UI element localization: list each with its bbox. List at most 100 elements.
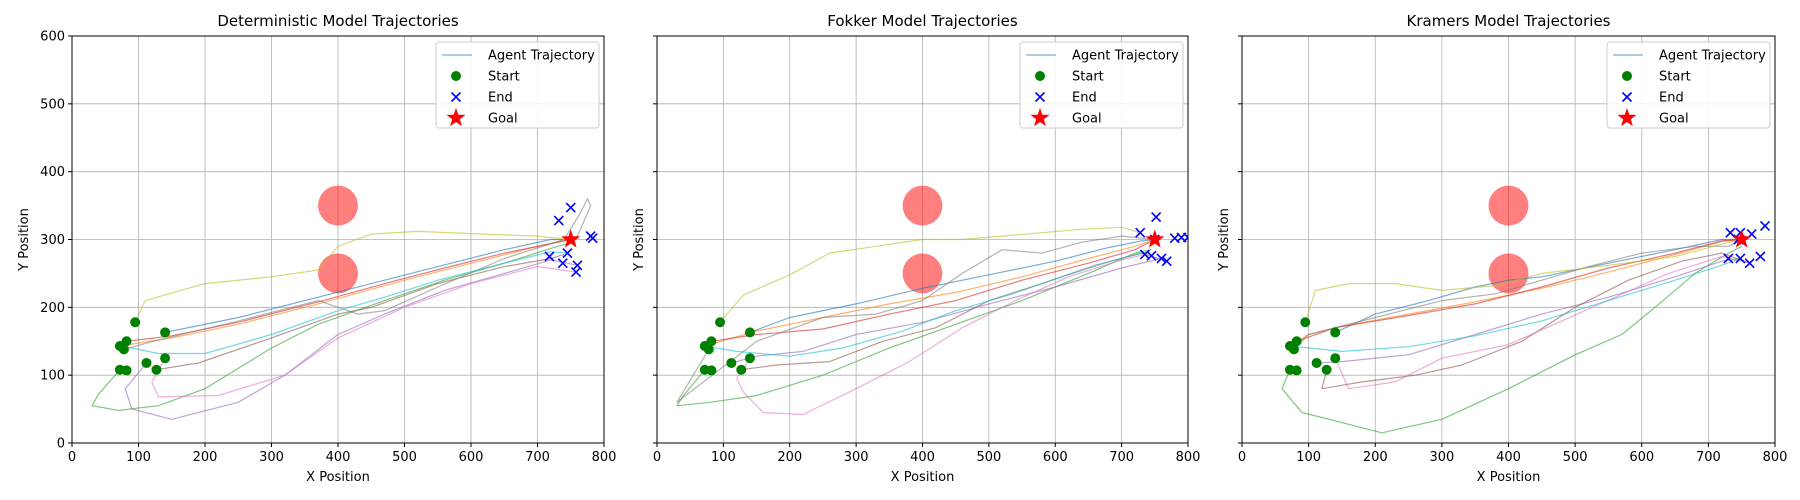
end-point bbox=[1135, 227, 1146, 238]
obstacle-circle bbox=[902, 185, 943, 226]
agent-trajectory-line bbox=[1334, 255, 1750, 390]
y-tick-label: 500 bbox=[40, 97, 65, 112]
start-point bbox=[706, 336, 717, 347]
end-point-stroke bbox=[1169, 233, 1180, 244]
agent-trajectory-line bbox=[711, 238, 1156, 342]
start-point bbox=[151, 364, 162, 375]
end-point-stroke bbox=[1759, 220, 1771, 231]
end-point-stroke bbox=[1182, 232, 1188, 239]
agent-trajectory-line bbox=[1293, 238, 1742, 350]
x-tick-label: 700 bbox=[1696, 450, 1721, 465]
end-point-stroke bbox=[544, 251, 555, 262]
end-point-stroke bbox=[1755, 251, 1766, 262]
legend-start-swatch bbox=[1035, 71, 1045, 81]
x-axis-label: X Position bbox=[891, 470, 955, 485]
end-point-stroke bbox=[1735, 227, 1746, 238]
start-point bbox=[141, 357, 152, 368]
end-point-stroke bbox=[585, 231, 596, 242]
x-tick-label: 700 bbox=[1109, 450, 1134, 465]
y-axis-label: Y Position bbox=[632, 208, 647, 272]
agent-trajectory-line bbox=[1289, 257, 1741, 352]
legend: Agent Trajectory Start End Goal bbox=[435, 41, 600, 129]
end-point-stroke bbox=[562, 248, 573, 259]
legend-entry-label: Start bbox=[488, 70, 520, 85]
legend-entry-label: End bbox=[1659, 91, 1684, 106]
legend-box bbox=[1019, 41, 1184, 129]
end-point-stroke bbox=[1725, 227, 1736, 238]
legend: Agent Trajectory Start End Goal bbox=[1606, 41, 1771, 129]
agent-trajectory-line bbox=[735, 253, 1146, 416]
start-point bbox=[715, 317, 726, 328]
agent-trajectory-line bbox=[731, 257, 1162, 364]
legend-entry-label: Agent Trajectory bbox=[1072, 49, 1179, 64]
end-point bbox=[1146, 250, 1157, 261]
legend-entry-label: End bbox=[1072, 91, 1097, 106]
goal-star bbox=[1732, 229, 1752, 248]
x-tick-label: 600 bbox=[1043, 450, 1068, 465]
y-tick-label: 0 bbox=[57, 437, 65, 452]
chart-title: Fokker Model Trajectories bbox=[827, 12, 1018, 30]
end-point-stroke bbox=[557, 258, 568, 269]
x-axis-label: X Position bbox=[306, 470, 370, 485]
start-point bbox=[121, 336, 132, 347]
legend-entry-label: Start bbox=[1659, 70, 1691, 85]
start-point bbox=[160, 353, 171, 364]
y-tick-label: 200 bbox=[40, 301, 65, 316]
agent-trajectory-line bbox=[123, 198, 592, 350]
start-point bbox=[1330, 353, 1341, 364]
end-point-stroke bbox=[1744, 258, 1755, 269]
legend-entry-label: Goal bbox=[1072, 112, 1102, 127]
legend-end-swatch bbox=[1034, 91, 1046, 103]
x-tick-label: 500 bbox=[392, 450, 417, 465]
end-point bbox=[585, 231, 596, 242]
start-point bbox=[706, 365, 717, 376]
x-tick-label: 400 bbox=[326, 450, 351, 465]
obstacle-circle bbox=[902, 253, 943, 294]
x-tick-label: 300 bbox=[844, 450, 869, 465]
agent-trajectory-line bbox=[704, 238, 1155, 347]
chart-panel-3: 0 100 200 300 400 500 600 700 800 Kramers Model T… bbox=[1217, 12, 1787, 485]
start-point bbox=[121, 365, 132, 376]
agent-trajectory-line bbox=[134, 230, 571, 323]
start-point bbox=[703, 344, 714, 355]
agent-trajectory-line bbox=[676, 235, 1155, 403]
end-point-stroke bbox=[1723, 253, 1734, 264]
agent-trajectory-line bbox=[1304, 238, 1742, 323]
obstacle-circle bbox=[318, 185, 358, 226]
legend-entry-label: Start bbox=[1072, 70, 1104, 85]
y-axis-label: Y Position bbox=[1217, 208, 1232, 272]
legend: Agent Trajectory Start End Goal bbox=[1019, 41, 1184, 129]
x-tick-label: 800 bbox=[1763, 450, 1788, 465]
legend-entry-label: Goal bbox=[488, 112, 518, 127]
x-tick-label: 600 bbox=[459, 450, 484, 465]
end-point bbox=[565, 202, 576, 213]
end-point bbox=[1182, 232, 1188, 243]
end-point-stroke bbox=[1182, 236, 1188, 243]
end-point bbox=[571, 266, 582, 278]
y-tick-label: 600 bbox=[40, 30, 65, 45]
agent-trajectory-line bbox=[719, 226, 1141, 323]
x-tick-label: 100 bbox=[126, 450, 151, 465]
chart-title: Kramers Model Trajectories bbox=[1407, 12, 1611, 30]
end-point bbox=[557, 258, 568, 269]
start-point bbox=[160, 327, 171, 338]
chart-panel-2: 0 100 200 300 400 500 600 700 800 Fokker Model Tr… bbox=[632, 12, 1200, 485]
end-point-stroke bbox=[565, 202, 576, 213]
legend-entry-label: End bbox=[488, 91, 513, 106]
end-point-stroke bbox=[553, 215, 564, 226]
x-tick-label: 100 bbox=[1296, 450, 1321, 465]
legend-entry-label: Agent Trajectory bbox=[488, 49, 595, 64]
start-point bbox=[130, 317, 141, 328]
legend-box bbox=[1606, 41, 1771, 129]
agent-trajectory-line bbox=[124, 259, 578, 420]
start-point bbox=[1291, 336, 1302, 347]
x-tick-label: 600 bbox=[1629, 450, 1654, 465]
x-tick-label: 700 bbox=[525, 450, 550, 465]
x-axis-label: X Position bbox=[1477, 470, 1541, 485]
x-tick-label: 100 bbox=[711, 450, 736, 465]
agent-trajectory-line bbox=[749, 238, 1155, 333]
y-tick-label: 100 bbox=[40, 369, 65, 384]
end-point bbox=[553, 215, 564, 226]
obstacle-circle bbox=[1488, 185, 1529, 226]
